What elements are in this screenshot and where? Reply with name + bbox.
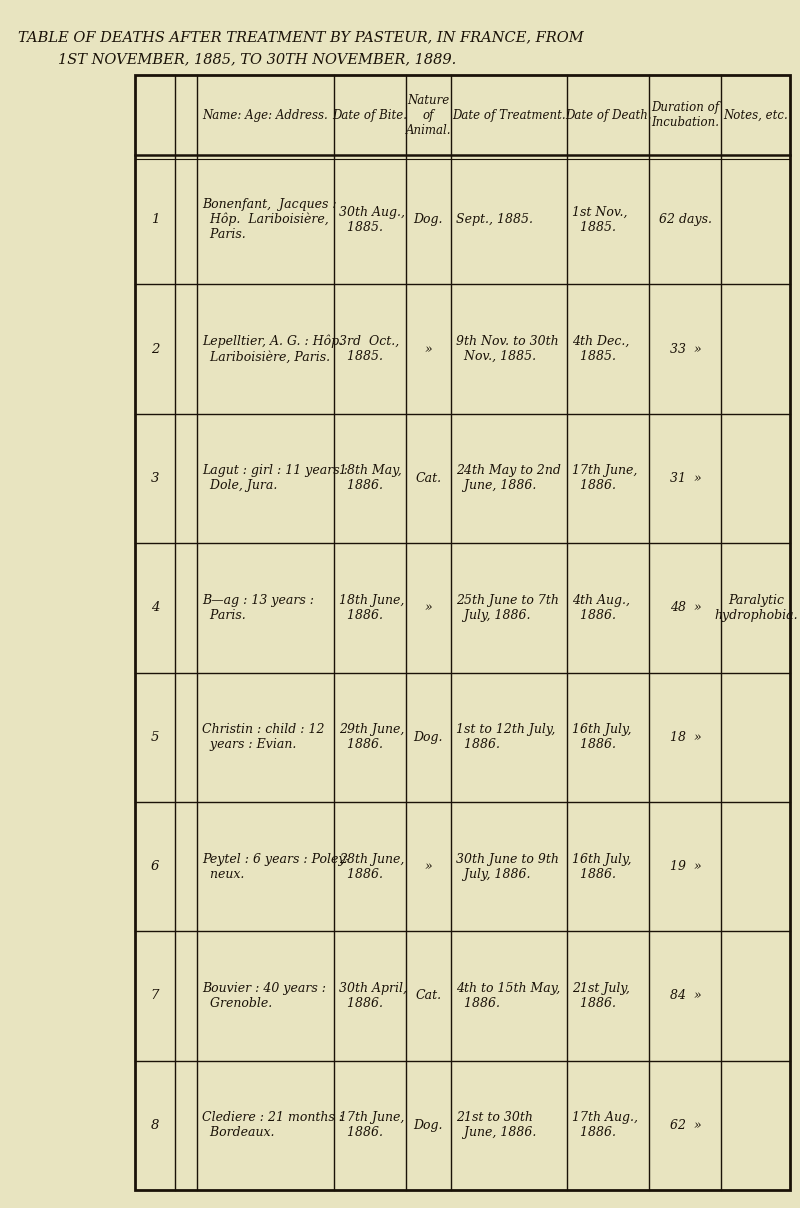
Text: Notes, etc.: Notes, etc. xyxy=(723,109,788,122)
Text: 9th Nov. to 30th
  Nov., 1885.: 9th Nov. to 30th Nov., 1885. xyxy=(456,335,558,364)
Text: 30th April,
  1886.: 30th April, 1886. xyxy=(339,982,407,1010)
Text: 4: 4 xyxy=(151,602,159,615)
Text: 5: 5 xyxy=(151,731,159,744)
Text: Duration of
Incubation.: Duration of Incubation. xyxy=(651,101,719,129)
Text: 18th June,
  1886.: 18th June, 1886. xyxy=(339,594,405,622)
Text: 18th May,
  1886.: 18th May, 1886. xyxy=(339,464,402,493)
Text: Lagut : girl : 11 years :
  Dole, Jura.: Lagut : girl : 11 years : Dole, Jura. xyxy=(202,464,348,493)
Text: Paralytic
hydrophobia.: Paralytic hydrophobia. xyxy=(714,594,798,622)
Text: 21st July,
  1886.: 21st July, 1886. xyxy=(572,982,630,1010)
Text: 1: 1 xyxy=(151,213,159,226)
Text: »: » xyxy=(425,602,432,615)
Text: 62  »: 62 » xyxy=(670,1119,702,1132)
Text: 18  »: 18 » xyxy=(670,731,702,744)
Text: Dog.: Dog. xyxy=(414,731,443,744)
Text: 30th Aug.,
  1885.: 30th Aug., 1885. xyxy=(339,205,405,233)
Text: 25th June to 7th
  July, 1886.: 25th June to 7th July, 1886. xyxy=(456,594,558,622)
Text: 28th June,
  1886.: 28th June, 1886. xyxy=(339,853,405,881)
Text: 1st to 12th July,
  1886.: 1st to 12th July, 1886. xyxy=(456,724,555,751)
Text: 33  »: 33 » xyxy=(670,343,702,355)
Text: 17th June,
  1886.: 17th June, 1886. xyxy=(572,464,638,493)
Text: B—ag : 13 years :
  Paris.: B—ag : 13 years : Paris. xyxy=(202,594,314,622)
Text: Sept., 1885.: Sept., 1885. xyxy=(456,213,533,226)
Text: 21st to 30th
  June, 1886.: 21st to 30th June, 1886. xyxy=(456,1111,536,1139)
Text: Nature
of
Animal.: Nature of Animal. xyxy=(406,93,451,137)
Text: Cat.: Cat. xyxy=(415,472,442,484)
Text: Christin : child : 12
  years : Evian.: Christin : child : 12 years : Evian. xyxy=(202,724,325,751)
Text: »: » xyxy=(425,860,432,873)
Text: Date of Bite.: Date of Bite. xyxy=(333,109,407,122)
Text: TABLE OF DEATHS AFTER TREATMENT BY PASTEUR, IN FRANCE, FROM: TABLE OF DEATHS AFTER TREATMENT BY PASTE… xyxy=(18,30,584,43)
Text: Name: Age: Address.: Name: Age: Address. xyxy=(202,109,328,122)
Text: 8: 8 xyxy=(151,1119,159,1132)
Text: Peytel : 6 years : Poley-
  neux.: Peytel : 6 years : Poley- neux. xyxy=(202,853,350,881)
Text: 84  »: 84 » xyxy=(670,989,702,1003)
Text: 4th to 15th May,
  1886.: 4th to 15th May, 1886. xyxy=(456,982,560,1010)
Text: Dog.: Dog. xyxy=(414,213,443,226)
Text: 48  »: 48 » xyxy=(670,602,702,615)
Text: Bonenfant,  Jacques :
  Hôp.  Lariboisière,
  Paris.: Bonenfant, Jacques : Hôp. Lariboisière, … xyxy=(202,198,337,242)
Text: Clediere : 21 months :
  Bordeaux.: Clediere : 21 months : Bordeaux. xyxy=(202,1111,343,1139)
Text: 6: 6 xyxy=(151,860,159,873)
Text: 17th Aug.,
  1886.: 17th Aug., 1886. xyxy=(572,1111,638,1139)
Text: 2: 2 xyxy=(151,343,159,355)
Text: Date of Death.: Date of Death. xyxy=(565,109,652,122)
Bar xyxy=(135,75,790,1190)
Text: 17th June,
  1886.: 17th June, 1886. xyxy=(339,1111,405,1139)
Text: 16th July,
  1886.: 16th July, 1886. xyxy=(572,853,632,881)
Text: Cat.: Cat. xyxy=(415,989,442,1003)
Text: 4th Aug.,
  1886.: 4th Aug., 1886. xyxy=(572,594,630,622)
Text: Bouvier : 40 years :
  Grenoble.: Bouvier : 40 years : Grenoble. xyxy=(202,982,326,1010)
Text: 3rd  Oct.,
  1885.: 3rd Oct., 1885. xyxy=(339,335,399,364)
Text: 30th June to 9th
  July, 1886.: 30th June to 9th July, 1886. xyxy=(456,853,558,881)
Text: 16th July,
  1886.: 16th July, 1886. xyxy=(572,724,632,751)
Text: 3: 3 xyxy=(151,472,159,484)
Text: 62 days.: 62 days. xyxy=(659,213,712,226)
Text: Dog.: Dog. xyxy=(414,1119,443,1132)
Text: Lepelltier, A. G. : Hôp.
  Lariboisière, Paris.: Lepelltier, A. G. : Hôp. Lariboisière, P… xyxy=(202,335,343,364)
Text: Date of Treatment.: Date of Treatment. xyxy=(452,109,566,122)
Text: »: » xyxy=(425,343,432,355)
Text: 31  »: 31 » xyxy=(670,472,702,484)
Text: 19  »: 19 » xyxy=(670,860,702,873)
Text: 29th June,
  1886.: 29th June, 1886. xyxy=(339,724,405,751)
Text: 4th Dec.,
  1885.: 4th Dec., 1885. xyxy=(572,335,630,364)
Text: 24th May to 2nd
  June, 1886.: 24th May to 2nd June, 1886. xyxy=(456,464,561,493)
Text: 7: 7 xyxy=(151,989,159,1003)
Text: 1st Nov.,
  1885.: 1st Nov., 1885. xyxy=(572,205,628,233)
Text: 1ST NOVEMBER, 1885, TO 30TH NOVEMBER, 1889.: 1ST NOVEMBER, 1885, TO 30TH NOVEMBER, 18… xyxy=(58,52,456,66)
